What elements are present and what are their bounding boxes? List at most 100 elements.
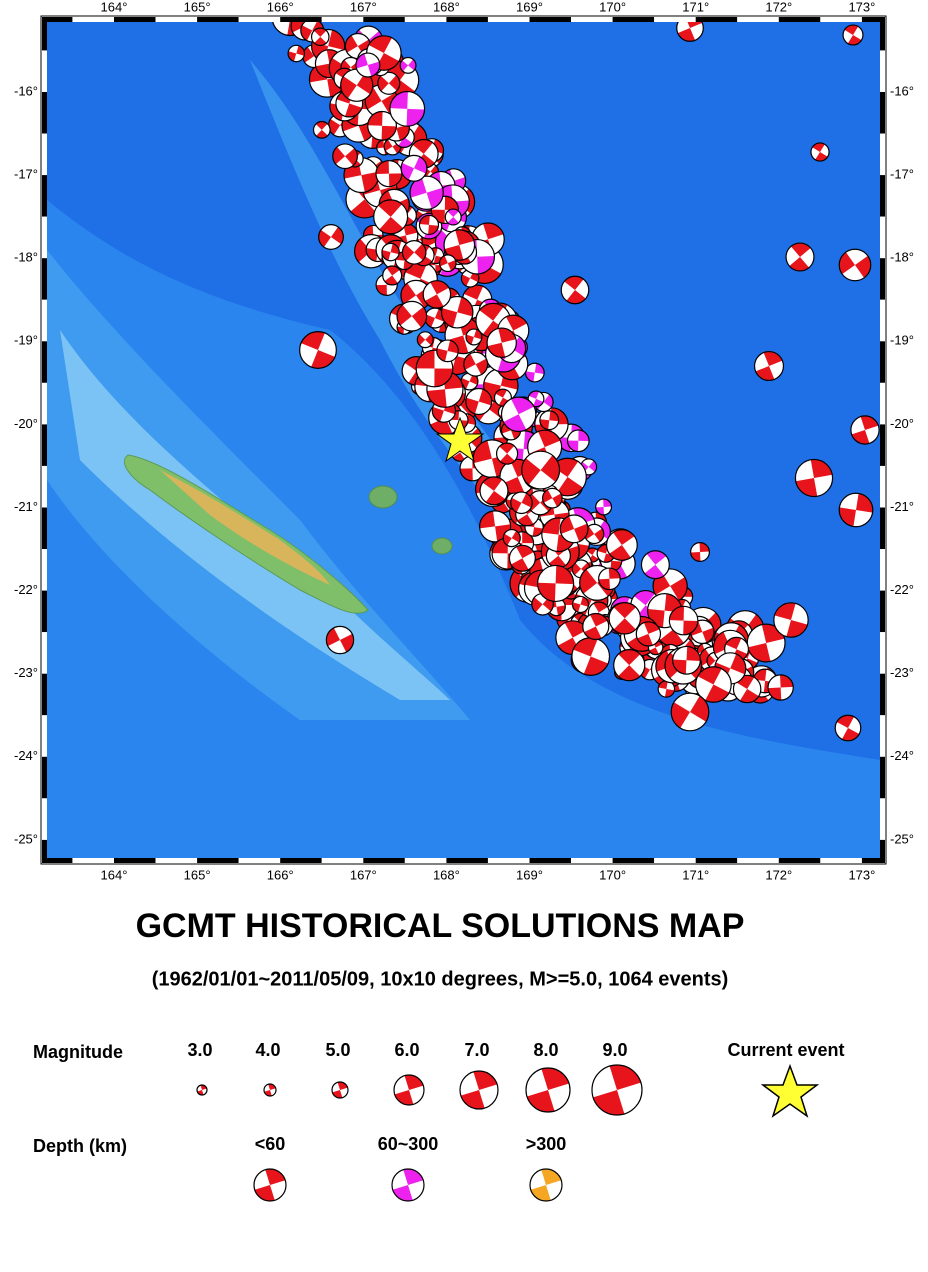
ball-quadrant	[408, 168, 426, 182]
ball-quadrant	[479, 408, 501, 424]
frame-seg	[880, 632, 885, 674]
ball-quadrant	[311, 30, 321, 44]
ball-quadrant	[402, 155, 420, 169]
ball-quadrant	[335, 156, 354, 169]
ball-quadrant	[344, 175, 365, 193]
frame-seg	[880, 216, 885, 259]
ball-quadrant	[395, 259, 405, 270]
beachball	[373, 199, 409, 235]
ball-quadrant	[419, 331, 431, 340]
frame-seg	[487, 858, 530, 863]
ball-quadrant	[373, 205, 391, 230]
ball-quadrant	[820, 144, 830, 157]
ball-outline	[401, 239, 427, 265]
beachball	[440, 295, 474, 329]
ball-outline	[838, 492, 874, 528]
ball-outline	[416, 331, 434, 349]
magnitude-value: 5.0	[325, 1040, 350, 1060]
beachball	[690, 542, 710, 562]
ball-quadrant	[470, 352, 487, 365]
ball-outline	[396, 300, 428, 332]
frame-seg	[42, 673, 47, 716]
ball-quadrant	[713, 668, 732, 693]
beachball	[382, 265, 403, 286]
ball-quadrant	[315, 49, 330, 67]
ball-quadrant	[402, 301, 424, 317]
ticks: 164° 164° 165° 165° 166° 166° 167° 167° 168° 168°…	[14, 0, 914, 882]
ball-outline	[635, 621, 662, 647]
frame-seg	[42, 258, 47, 300]
beachball	[838, 248, 872, 282]
ball-quadrant	[423, 142, 439, 163]
ball-outline	[331, 1081, 349, 1099]
ball-quadrant	[347, 85, 371, 102]
ball-quadrant	[655, 556, 670, 576]
beachball	[422, 280, 452, 309]
frame-seg	[197, 858, 239, 863]
ball-quadrant	[400, 316, 422, 331]
ball-quadrant	[507, 538, 520, 547]
frame-seg	[114, 17, 156, 22]
frame-seg	[42, 632, 47, 674]
beachball	[746, 623, 786, 663]
beachball	[524, 362, 545, 383]
frame-seg	[42, 590, 47, 633]
frame-seg	[197, 17, 239, 22]
ball-outline	[605, 529, 638, 561]
ball-quadrant	[388, 160, 402, 174]
magnitude-value: 9.0	[602, 1040, 627, 1060]
ball-quadrant	[624, 607, 641, 630]
ball-outline	[571, 595, 590, 614]
beachball	[399, 56, 417, 74]
ball-quadrant	[516, 502, 532, 514]
beachball	[418, 214, 440, 236]
frame-seg	[778, 17, 821, 22]
frame-seg	[612, 17, 655, 22]
ball-outline	[560, 275, 590, 305]
ball-quadrant	[525, 363, 537, 373]
ball-quadrant	[407, 91, 425, 110]
beachball	[318, 224, 344, 250]
ball-outline	[310, 27, 330, 47]
ball-quadrant	[320, 30, 329, 43]
beachball	[479, 476, 509, 506]
ball-quadrant	[571, 649, 591, 675]
beachball	[465, 328, 483, 346]
ball-quadrant	[318, 332, 337, 357]
ball-outline	[272, 22, 309, 37]
lat-tick-label: -17°	[14, 167, 38, 182]
ball-quadrant	[354, 152, 364, 165]
ball-quadrant	[464, 423, 476, 433]
ball-quadrant	[621, 536, 638, 558]
ball-outline	[332, 143, 358, 170]
ball-outline	[508, 544, 536, 572]
ball-quadrant	[351, 33, 369, 47]
ball-outline	[529, 1168, 563, 1202]
frame-seg	[155, 858, 198, 863]
ball-quadrant	[299, 343, 318, 368]
beachball	[409, 175, 444, 210]
ball-quadrant	[458, 410, 468, 421]
ball-outline	[444, 208, 462, 226]
ball-quadrant	[492, 553, 508, 570]
beachball	[695, 666, 732, 703]
ball-outline	[566, 429, 590, 453]
ball-outline	[463, 351, 489, 377]
frame-seg	[72, 17, 114, 22]
lat-tick-label: -20°	[14, 416, 38, 431]
ball-outline	[541, 487, 563, 509]
frame-seg	[880, 92, 885, 134]
frame-seg	[880, 839, 885, 863]
frame-seg	[529, 858, 572, 863]
beachball	[834, 714, 862, 742]
ball-outline	[732, 674, 762, 704]
beachball	[287, 44, 306, 63]
ball-outline	[381, 242, 400, 262]
ball-quadrant	[780, 686, 794, 701]
lat-tick-label: -16°	[890, 83, 914, 98]
ball-quadrant	[695, 676, 714, 701]
event-layer	[272, 22, 880, 742]
beachball	[657, 680, 676, 698]
ball-outline	[287, 44, 306, 63]
ball-quadrant	[676, 22, 690, 34]
